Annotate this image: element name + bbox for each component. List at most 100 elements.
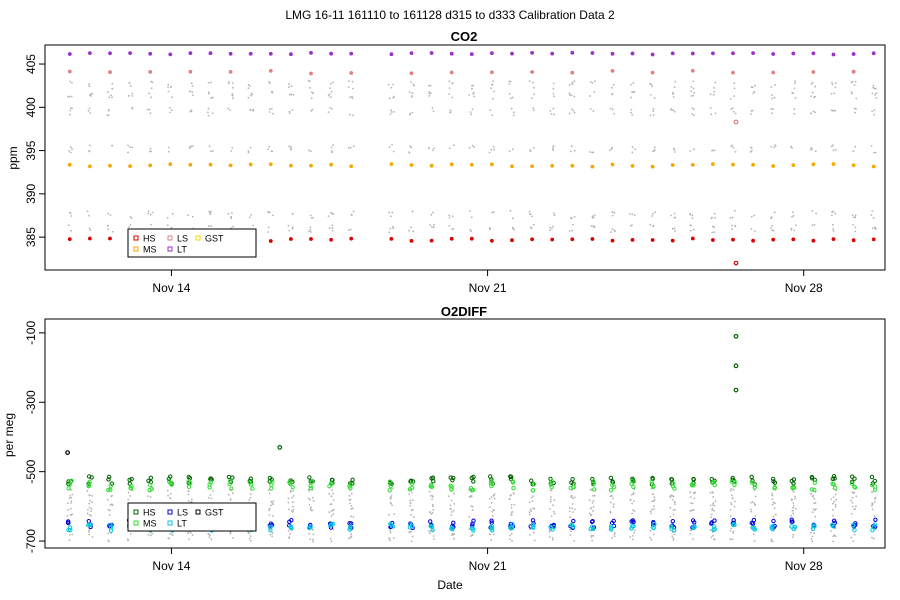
co2-background-point: [232, 225, 235, 228]
co2-background-point: [352, 114, 354, 117]
o2diff-point-ms: [732, 480, 737, 485]
co2-background-point: [429, 92, 432, 95]
o2diff-background-point: [714, 500, 717, 503]
o2diff-background-point: [88, 529, 90, 532]
o2diff-point-lt: [731, 522, 736, 528]
o2diff-point-ms: [670, 484, 676, 489]
o2diff-point-ms: [772, 485, 777, 491]
o2diff-background-point: [91, 495, 93, 497]
o2diff-background-point: [830, 530, 832, 532]
co2-background-point: [388, 231, 391, 234]
co2-point-ms: [288, 163, 293, 168]
o2diff-background-point: [409, 499, 412, 502]
co2-point-ms: [208, 162, 213, 167]
o2diff-background-point: [774, 513, 777, 516]
co2-background-point: [854, 145, 857, 148]
o2diff-background-point: [632, 500, 635, 502]
co2-background-point: [513, 228, 515, 231]
co2-background-point: [188, 147, 191, 150]
co2-background-point: [650, 83, 653, 86]
o2diff-background-point: [452, 509, 455, 512]
co2-background-point: [734, 209, 736, 212]
o2diff-background-point: [432, 535, 435, 537]
co2-background-point: [770, 86, 773, 88]
co2-background-point: [729, 98, 732, 100]
co2-background-point: [871, 210, 874, 212]
co2-background-point: [247, 96, 250, 99]
co2-background-point: [488, 151, 491, 154]
co2-background-point: [392, 225, 394, 228]
o2diff-background-point: [389, 531, 392, 534]
co2-background-point: [528, 210, 531, 213]
o2diff-background-point: [166, 489, 169, 492]
o2diff-background-point: [689, 533, 692, 535]
co2-background-point: [210, 225, 213, 228]
o2diff-background-point: [811, 535, 814, 538]
o2diff-background-point: [488, 506, 491, 509]
co2-background-point: [831, 211, 833, 214]
o2diff-point-hs: [570, 477, 575, 482]
co2-background-point: [793, 108, 796, 111]
co2-background-point: [352, 210, 355, 213]
co2-background-point: [714, 216, 716, 219]
o2diff-background-point: [573, 540, 576, 542]
co2-background-point: [468, 146, 471, 149]
o2diff-point-ms: [348, 482, 353, 487]
co2-background-point: [130, 217, 133, 220]
co2-background-point: [331, 224, 334, 227]
co2-background-point: [871, 110, 873, 113]
co2-background-point: [552, 225, 554, 228]
o2diff-background-point: [692, 509, 694, 511]
o2diff-background-point: [693, 491, 695, 494]
o2diff-point-ms: [729, 479, 735, 484]
co2-background-point: [147, 210, 150, 213]
co2-background-point: [752, 92, 755, 94]
o2diff-point-hs: [106, 477, 111, 482]
o2diff-background-point: [710, 536, 713, 539]
co2-background-point: [150, 150, 153, 153]
o2diff-point-ls: [630, 518, 636, 523]
o2diff-background-point: [814, 509, 816, 511]
co2-background-point: [448, 93, 450, 95]
o2diff-background-point: [810, 538, 813, 541]
o2diff-point-lt: [810, 526, 816, 532]
o2diff-point-lt: [66, 527, 71, 533]
o2diff-x-tick-label: Nov 21: [469, 559, 507, 573]
o2diff-background-point: [431, 511, 434, 514]
o2diff-point-hs: [869, 474, 875, 480]
co2-point-ms: [690, 162, 695, 167]
o2diff-background-point: [410, 540, 413, 543]
co2-background-points: [67, 80, 878, 234]
o2diff-point-ms: [388, 484, 393, 489]
co2-background-point: [672, 93, 675, 96]
co2-background-point: [393, 111, 395, 113]
o2diff-background-point: [66, 515, 69, 517]
co2-y-tick-label: 400: [24, 97, 38, 117]
co2-background-point: [730, 108, 733, 111]
co2-background-point: [791, 147, 793, 149]
co2-background-point: [449, 111, 451, 114]
o2diff-background-point: [530, 510, 532, 513]
o2diff-point-ls: [731, 518, 736, 523]
o2diff-background-point: [332, 492, 334, 495]
o2diff-background-point: [814, 515, 817, 518]
co2-background-point: [733, 95, 735, 97]
o2diff-background-point: [331, 489, 333, 491]
o2diff-background-point: [408, 531, 411, 533]
co2-background-point: [129, 216, 132, 218]
co2-background-point: [609, 149, 611, 152]
co2-y-axis-label: ppm: [6, 146, 20, 169]
co2-background-point: [853, 216, 855, 219]
co2-background-point: [729, 217, 732, 219]
o2diff-background-point: [812, 508, 815, 511]
co2-background-point: [471, 144, 474, 147]
co2-point-lt: [309, 51, 313, 55]
o2diff-background-point: [591, 539, 594, 542]
co2-background-point: [811, 81, 814, 84]
o2diff-background-point: [548, 530, 551, 533]
co2-background-point: [428, 92, 431, 95]
o2diff-background-point: [590, 534, 593, 537]
co2-background-point: [612, 83, 615, 86]
co2-background-point: [410, 81, 412, 83]
o2diff-background-point: [450, 511, 453, 513]
